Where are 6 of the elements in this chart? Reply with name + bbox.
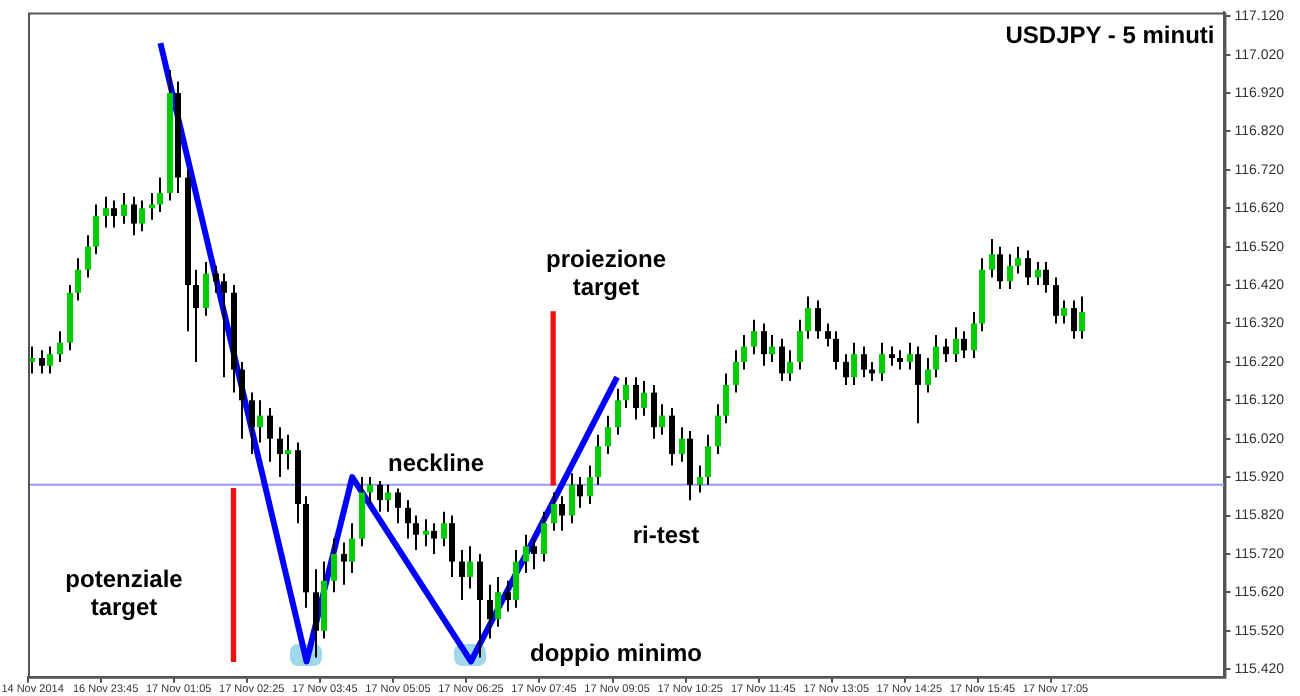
annotation: ri-test <box>632 520 700 549</box>
annotation: neckline <box>387 448 485 477</box>
annotation: doppio minimo <box>530 638 702 667</box>
chart-title: USDJPY - 5 minuti <box>1005 20 1215 49</box>
annotation: potenziale target <box>65 564 184 621</box>
annotation: proiezione target <box>545 244 667 301</box>
